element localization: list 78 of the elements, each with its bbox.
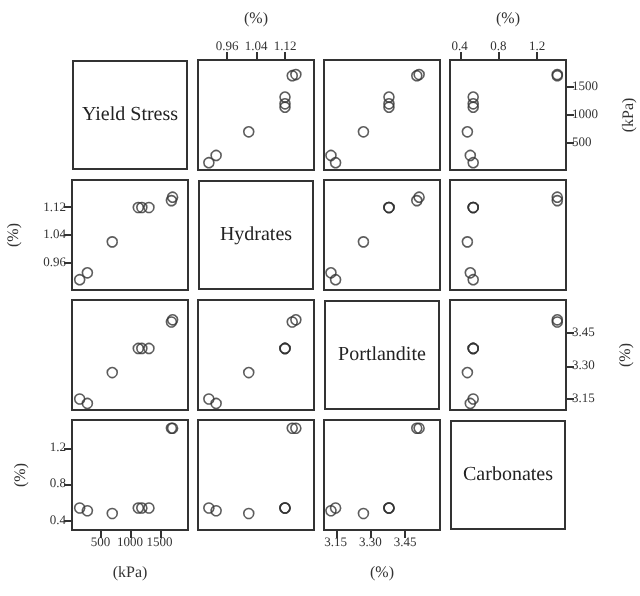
point: [203, 393, 215, 405]
point: [290, 314, 302, 326]
point: [383, 91, 395, 103]
y-axis-title: (%): [615, 342, 634, 367]
point: [411, 194, 423, 207]
point: [242, 366, 255, 379]
point: [165, 194, 178, 207]
point: [242, 507, 255, 520]
point: [106, 507, 119, 520]
point: [329, 502, 342, 514]
point: [81, 397, 94, 410]
point: [203, 502, 215, 514]
point: [279, 97, 291, 110]
point: [461, 366, 474, 379]
point: [383, 101, 395, 113]
point: [357, 507, 370, 520]
y-axis-title: (%): [4, 222, 23, 247]
point: [106, 236, 119, 248]
point: [143, 201, 155, 214]
point: [73, 502, 86, 514]
point: [286, 422, 299, 435]
y-axis-title: (%): [10, 462, 29, 487]
point: [357, 236, 370, 248]
point: [551, 194, 564, 207]
point: [242, 126, 255, 138]
point: [136, 342, 148, 355]
point: [467, 91, 479, 103]
point: [132, 201, 145, 214]
point: [329, 273, 342, 286]
point: [210, 397, 222, 410]
point: [467, 97, 479, 110]
point: [143, 342, 155, 355]
point: [325, 504, 337, 517]
point: [166, 191, 179, 203]
point: [286, 69, 299, 82]
point: [383, 97, 395, 110]
point: [329, 156, 342, 169]
point: [143, 502, 155, 514]
point: [81, 267, 94, 279]
x-axis-title: (%): [370, 563, 395, 581]
point: [210, 149, 222, 162]
point: [279, 101, 291, 113]
point: [357, 126, 370, 138]
point: [325, 267, 337, 279]
point: [551, 191, 564, 203]
point: [286, 316, 299, 328]
point: [203, 156, 215, 169]
text: Yield Stress: [72, 60, 188, 170]
point: [210, 504, 222, 517]
y-axis-title: (kPa): [618, 97, 637, 133]
text: Hydrates: [198, 180, 314, 290]
point: [461, 236, 474, 248]
point: [132, 502, 145, 514]
point: [290, 422, 302, 435]
point: [81, 504, 94, 517]
point: [464, 397, 477, 410]
x-axis-title: (%): [496, 9, 521, 27]
point: [106, 366, 119, 379]
point: [73, 273, 86, 286]
point: [73, 393, 86, 405]
point: [467, 156, 479, 169]
x-axis-title: (%): [244, 9, 269, 27]
point: [464, 267, 477, 279]
point: [464, 149, 477, 162]
point: [467, 393, 479, 405]
point: [290, 68, 302, 81]
point: [467, 101, 479, 113]
point: [413, 191, 425, 203]
point: [461, 126, 474, 138]
point: [467, 273, 479, 286]
point: [279, 91, 291, 103]
point: [136, 502, 148, 514]
x-axis-title: (kPa): [112, 563, 148, 581]
text: Carbonates: [450, 420, 566, 530]
point: [325, 149, 337, 162]
point: [132, 342, 145, 355]
point: [136, 201, 148, 214]
text: Portlandite: [324, 300, 440, 410]
